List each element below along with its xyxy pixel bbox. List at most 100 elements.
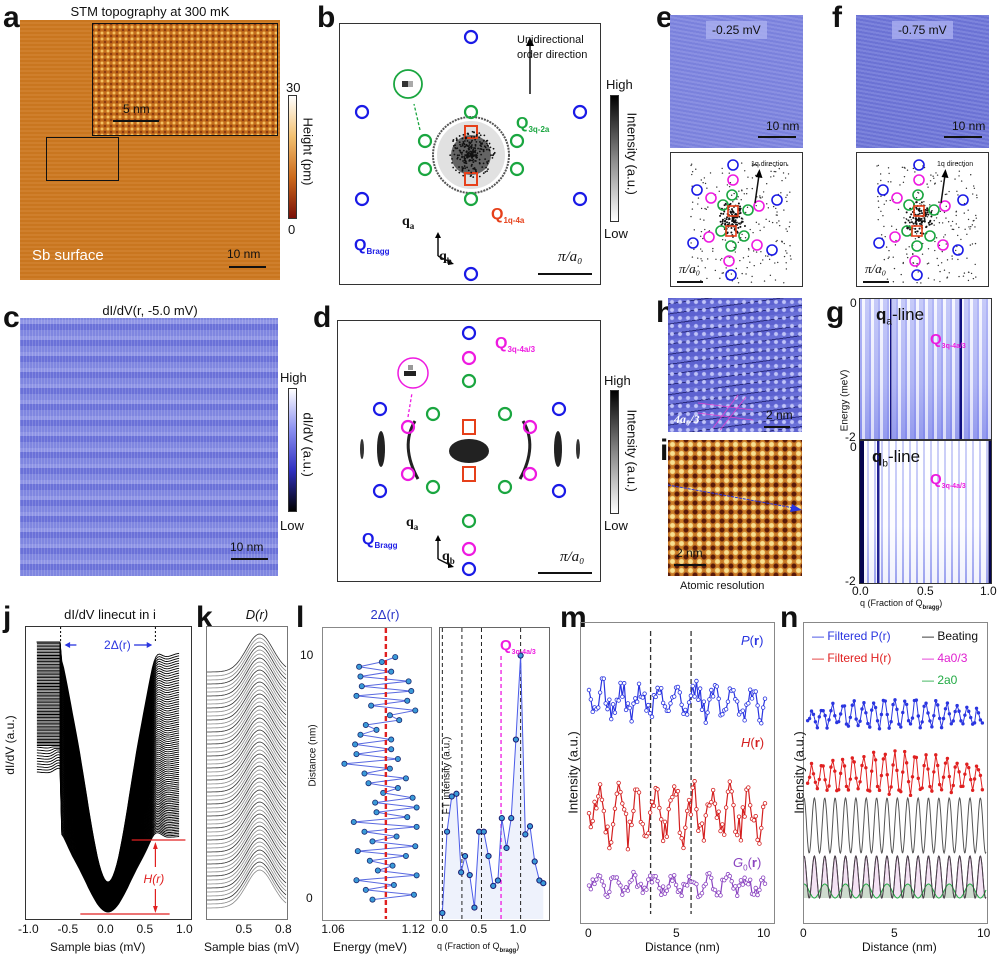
m-data-point — [742, 814, 747, 819]
fft-speckle — [765, 183, 768, 185]
ft-data-point — [490, 882, 497, 889]
l-q-sub: 3q-4a/3 — [511, 649, 536, 656]
fft-speckle — [776, 211, 778, 213]
fft-speckle — [738, 190, 740, 192]
fft-speckle — [974, 263, 976, 266]
n-data-point — [811, 712, 816, 717]
fft-speckle — [480, 153, 483, 156]
m-data-point — [655, 685, 660, 691]
n-data-point — [862, 754, 866, 759]
bragg-peak-marker — [725, 269, 737, 281]
fft-speckle — [973, 187, 976, 189]
fft-speckle — [942, 236, 945, 238]
fft-speckle — [921, 212, 924, 215]
d-curve — [207, 861, 287, 901]
l-left-xtick: 1.06 — [321, 922, 345, 936]
gap-data-point — [352, 741, 359, 748]
fft-speckle — [755, 164, 758, 166]
m-data-point — [640, 695, 645, 700]
fft-speckle — [472, 158, 475, 161]
n-data-point — [922, 704, 926, 709]
fft-speckle — [941, 250, 943, 253]
gap-data-point — [357, 673, 364, 680]
m-legend-g: G0(r) — [733, 855, 762, 873]
fft-speckle — [481, 143, 483, 145]
gap-data-point — [372, 799, 379, 806]
fft-speckle — [491, 156, 494, 159]
n-data-point — [850, 703, 854, 707]
n-data-point — [963, 713, 967, 717]
n-data-point — [957, 709, 961, 713]
fft-speckle — [784, 177, 787, 179]
fft-speckle — [719, 259, 722, 261]
fft-scale-bar-f — [863, 281, 889, 283]
m-data-point — [668, 701, 673, 706]
fft-speckle — [768, 220, 771, 223]
n-data-point — [965, 705, 969, 709]
fft-speckle — [721, 222, 724, 225]
n-plot: — Filtered P(r) — Filtered H(r) — Beating —… — [803, 622, 988, 924]
n-data-point — [976, 768, 981, 772]
l-left-plot — [322, 627, 432, 921]
k-svg — [207, 633, 287, 909]
n-data-point — [949, 790, 953, 795]
fft-speckle — [783, 255, 786, 258]
fft-speckle — [752, 250, 755, 252]
gap-data-point — [404, 697, 411, 704]
fft-speckle — [956, 162, 959, 164]
g-ytick-bottom-2: -2 — [845, 574, 856, 588]
ft-data-point — [540, 880, 547, 887]
colorbar-c-min: Low — [280, 518, 304, 533]
fft-speckle — [751, 163, 754, 165]
fft-speckle — [744, 237, 747, 239]
fft-speckle — [459, 150, 462, 152]
g-xtick-2: 1.0 — [980, 584, 997, 598]
fft-speckle — [923, 219, 926, 222]
q2a-peak-marker — [717, 199, 729, 211]
d-curve — [207, 869, 287, 909]
fft-speckle — [721, 220, 724, 223]
fft-speckle — [933, 177, 935, 179]
fft-speckle — [904, 167, 906, 169]
bragg-peak-marker — [551, 401, 567, 417]
m-data-point — [746, 882, 751, 887]
n-data-point — [916, 714, 920, 718]
ft-data-point — [466, 871, 473, 879]
n-legend-item: — Filtered H(r) — [812, 651, 892, 665]
fft-speckle — [877, 183, 879, 185]
fft-speckle — [951, 220, 954, 223]
n-data-point — [837, 788, 841, 792]
m-data-point — [749, 696, 755, 701]
fft-speckle — [776, 222, 778, 224]
fft-speckle — [966, 233, 968, 236]
fft-speckle — [901, 166, 904, 169]
fft-speckle — [704, 228, 706, 231]
direction-arrowhead — [755, 169, 763, 178]
fft-speckle — [944, 234, 946, 236]
fft-speckle — [963, 165, 965, 168]
fft-speckle — [774, 262, 776, 264]
zoom-pixel — [404, 371, 416, 376]
fft-speckle — [893, 267, 896, 270]
fft-speckle — [789, 191, 791, 193]
m-data-point — [747, 803, 753, 808]
n-data-point — [831, 758, 835, 763]
bragg-peak-marker — [766, 244, 778, 256]
m-data-point — [627, 705, 632, 711]
fft-speckle — [462, 149, 465, 152]
g-ytick-bottom-0: 0 — [850, 440, 857, 454]
q2a-peak-marker — [497, 406, 513, 422]
fft-speckle — [879, 173, 882, 175]
fft-speckle — [487, 160, 490, 162]
q3q-peak-marker — [400, 419, 416, 435]
qa-main: q — [402, 214, 410, 229]
didv-map-c: 10 nm — [20, 318, 278, 576]
m-data-point — [755, 837, 760, 843]
m-data-point — [675, 788, 681, 794]
n-data-point — [943, 761, 948, 765]
m-data-point — [684, 808, 690, 814]
scale-label: 10 nm — [227, 247, 261, 261]
fft-speckle — [736, 198, 738, 200]
q2a-peak-marker — [425, 479, 441, 495]
fft-speckle — [921, 253, 924, 255]
